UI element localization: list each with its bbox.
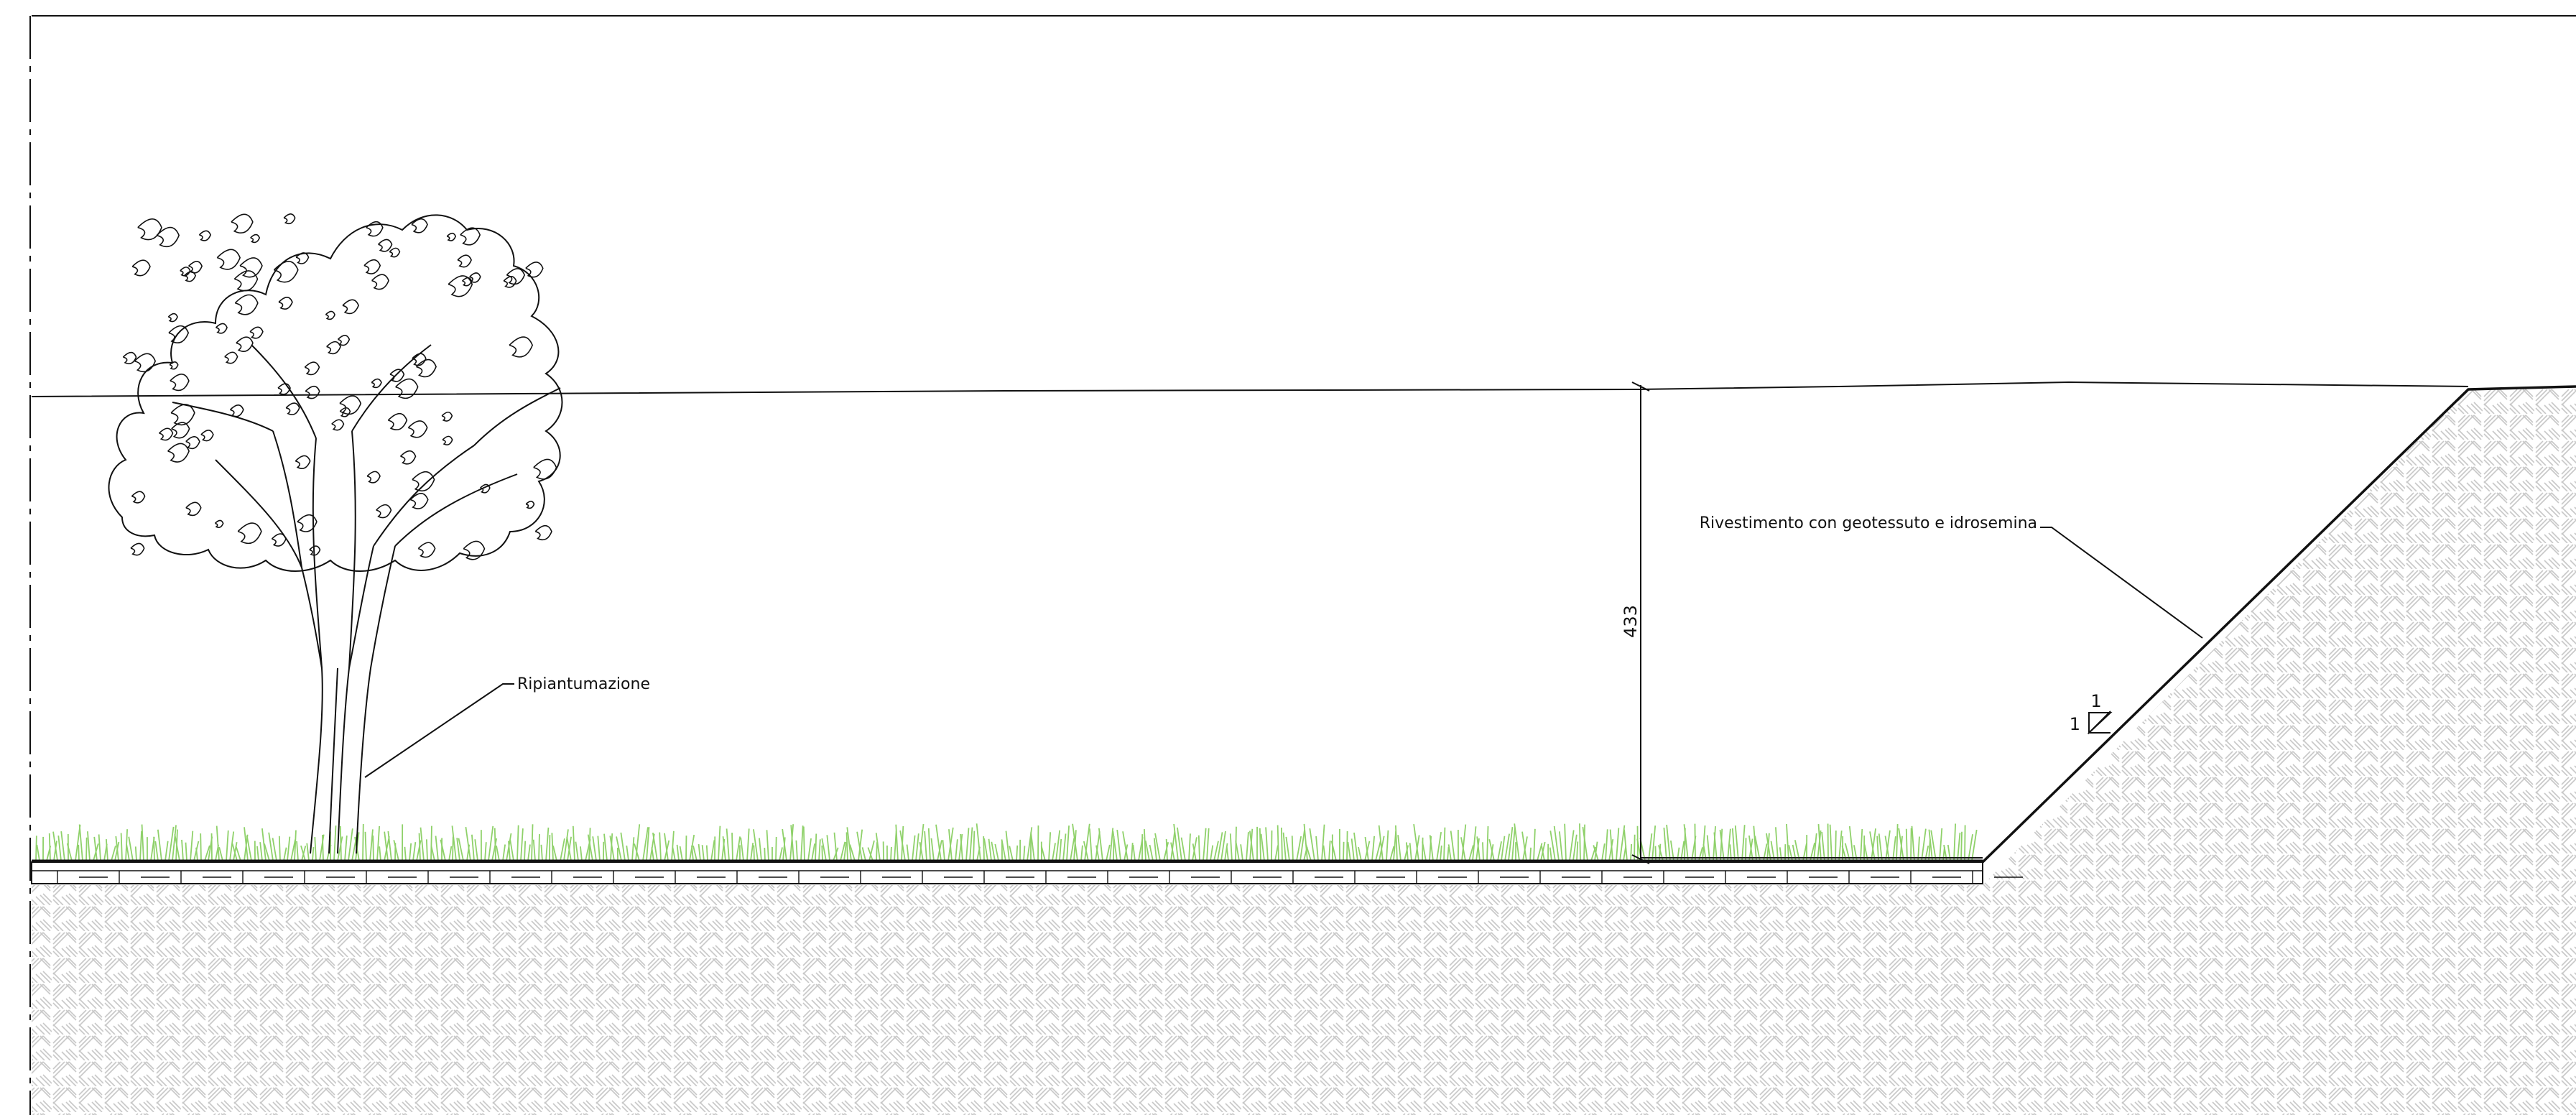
tree-icon bbox=[108, 213, 563, 854]
label-rivestimento: Rivestimento con geotessuto e idrosemina bbox=[1700, 514, 2037, 532]
label-ripiantumazione: Ripiantumazione bbox=[517, 675, 650, 693]
terrain-hatch bbox=[32, 387, 2576, 1115]
slope-line bbox=[1981, 385, 2576, 864]
leader-ripiantumazione bbox=[364, 683, 514, 778]
slope-rise: 1 bbox=[2090, 691, 2101, 711]
leader-rivestimento bbox=[2040, 527, 2203, 639]
slope-run: 1 bbox=[2070, 714, 2080, 734]
base-layer-strip bbox=[31, 861, 2023, 884]
grass-icon bbox=[35, 823, 1978, 861]
dimension-line bbox=[1631, 381, 1983, 864]
dimension-value: 433 bbox=[1621, 605, 1641, 638]
drawing-frame bbox=[29, 15, 2576, 1115]
slope-triangle-icon bbox=[2087, 711, 2113, 735]
top-ground-line bbox=[31, 381, 2469, 397]
